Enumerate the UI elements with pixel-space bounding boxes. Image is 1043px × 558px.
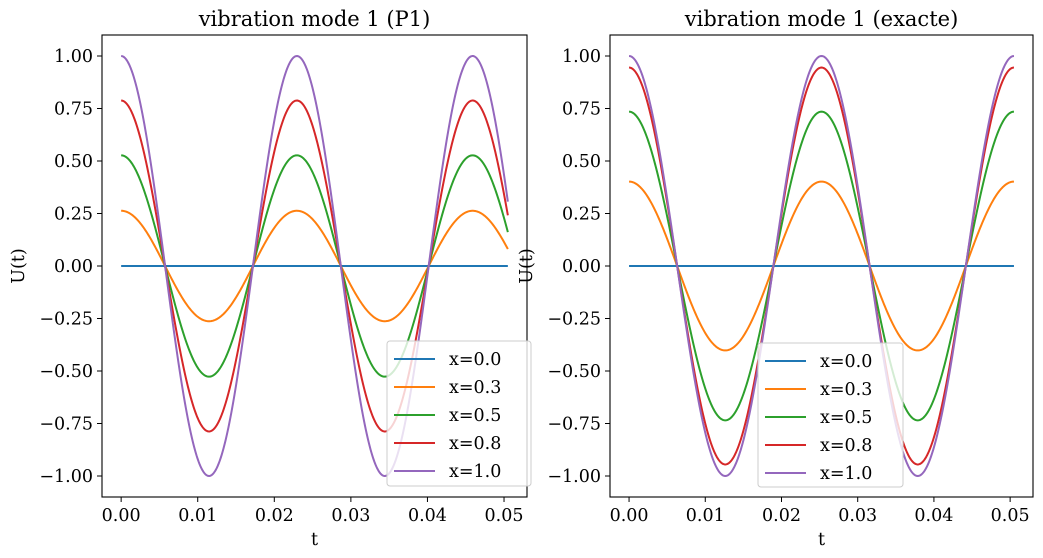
y-tick-label: 0.75 [54, 100, 93, 120]
y-tick-label: 0.00 [562, 257, 601, 277]
y-tick-label: −0.25 [547, 310, 601, 330]
legend-label: x=0.5 [449, 406, 501, 426]
x-tick-label: 0.04 [914, 506, 953, 526]
y-tick-label: −0.75 [39, 415, 93, 435]
y-tick-label: −0.25 [39, 310, 93, 330]
y-tick-label: 0.25 [54, 205, 93, 225]
x-tick-label: 0.03 [331, 506, 370, 526]
legend-label: x=0.3 [820, 380, 872, 400]
y-tick-label: 0.75 [562, 100, 601, 120]
legend-label: x=1.0 [449, 462, 501, 482]
legend-label: x=0.8 [820, 436, 872, 456]
y-tick-label: −1.00 [39, 467, 93, 487]
series-line-x-1-0 [628, 55, 1015, 477]
series-line-x-0-8 [121, 99, 509, 433]
legend: x=0.0 x=0.3 x=0.5 x=0.8 x=1.0 [757, 342, 904, 488]
x-tick-label: 0.01 [686, 506, 725, 526]
x-tick-label: 0.00 [610, 506, 649, 526]
x-tick-label: 0.05 [991, 506, 1030, 526]
y-tick-label: −0.75 [547, 415, 601, 435]
legend-label: x=0.0 [820, 352, 872, 372]
chart-1: 0.00 0.01 0.02 0.03 0.04 0.05 1.00 0.75 0.50 0.25… [9, 7, 532, 550]
legend-label: x=0.0 [449, 350, 501, 370]
x-axis-label: t [311, 530, 318, 550]
y-tick-label: −0.50 [39, 362, 93, 382]
chart-title: vibration mode 1 (P1) [198, 7, 431, 31]
x-tick-label: 0.04 [408, 506, 447, 526]
series-line-x-1-0 [121, 55, 509, 477]
y-axis-label: U(t) [517, 248, 537, 283]
x-axis-label: t [818, 530, 825, 550]
y-tick-label: 1.00 [54, 47, 93, 67]
series-line-x-0-3 [121, 209, 509, 323]
y-tick-label: 0.25 [562, 205, 601, 225]
series-group [628, 55, 1015, 477]
legend-label: x=0.5 [820, 408, 872, 428]
chart-2: 0.00 0.01 0.02 0.03 0.04 0.05 1.00 0.75 0.50 0.25… [517, 7, 1034, 550]
y-tick-label: 0.50 [562, 152, 601, 172]
series-group [121, 55, 509, 477]
y-tick-label: 1.00 [562, 47, 601, 67]
x-tick-label: 0.05 [485, 506, 524, 526]
chart-title: vibration mode 1 (exacte) [684, 7, 959, 31]
legend-label: x=0.8 [449, 434, 501, 454]
x-tick-label: 0.02 [762, 506, 801, 526]
y-tick-label: −0.50 [547, 362, 601, 382]
legend-label: x=0.3 [449, 378, 501, 398]
y-axis-label: U(t) [9, 248, 29, 283]
y-tick-label: 0.50 [54, 152, 93, 172]
series-line-x-0-5 [121, 154, 509, 378]
x-tick-label: 0.02 [255, 506, 294, 526]
legend: x=0.0 x=0.3 x=0.5 x=0.8 x=1.0 [386, 340, 532, 487]
legend-box [757, 342, 904, 488]
x-tick-label: 0.03 [838, 506, 877, 526]
legend-label: x=1.0 [820, 464, 872, 484]
x-tick-label: 0.00 [102, 506, 141, 526]
legend-box [386, 340, 532, 487]
x-tick-label: 0.01 [178, 506, 217, 526]
series-line-x-0-5 [628, 110, 1015, 422]
y-tick-label: 0.00 [54, 257, 93, 277]
y-tick-label: −1.00 [547, 467, 601, 487]
series-line-x-0-3 [629, 180, 1014, 352]
